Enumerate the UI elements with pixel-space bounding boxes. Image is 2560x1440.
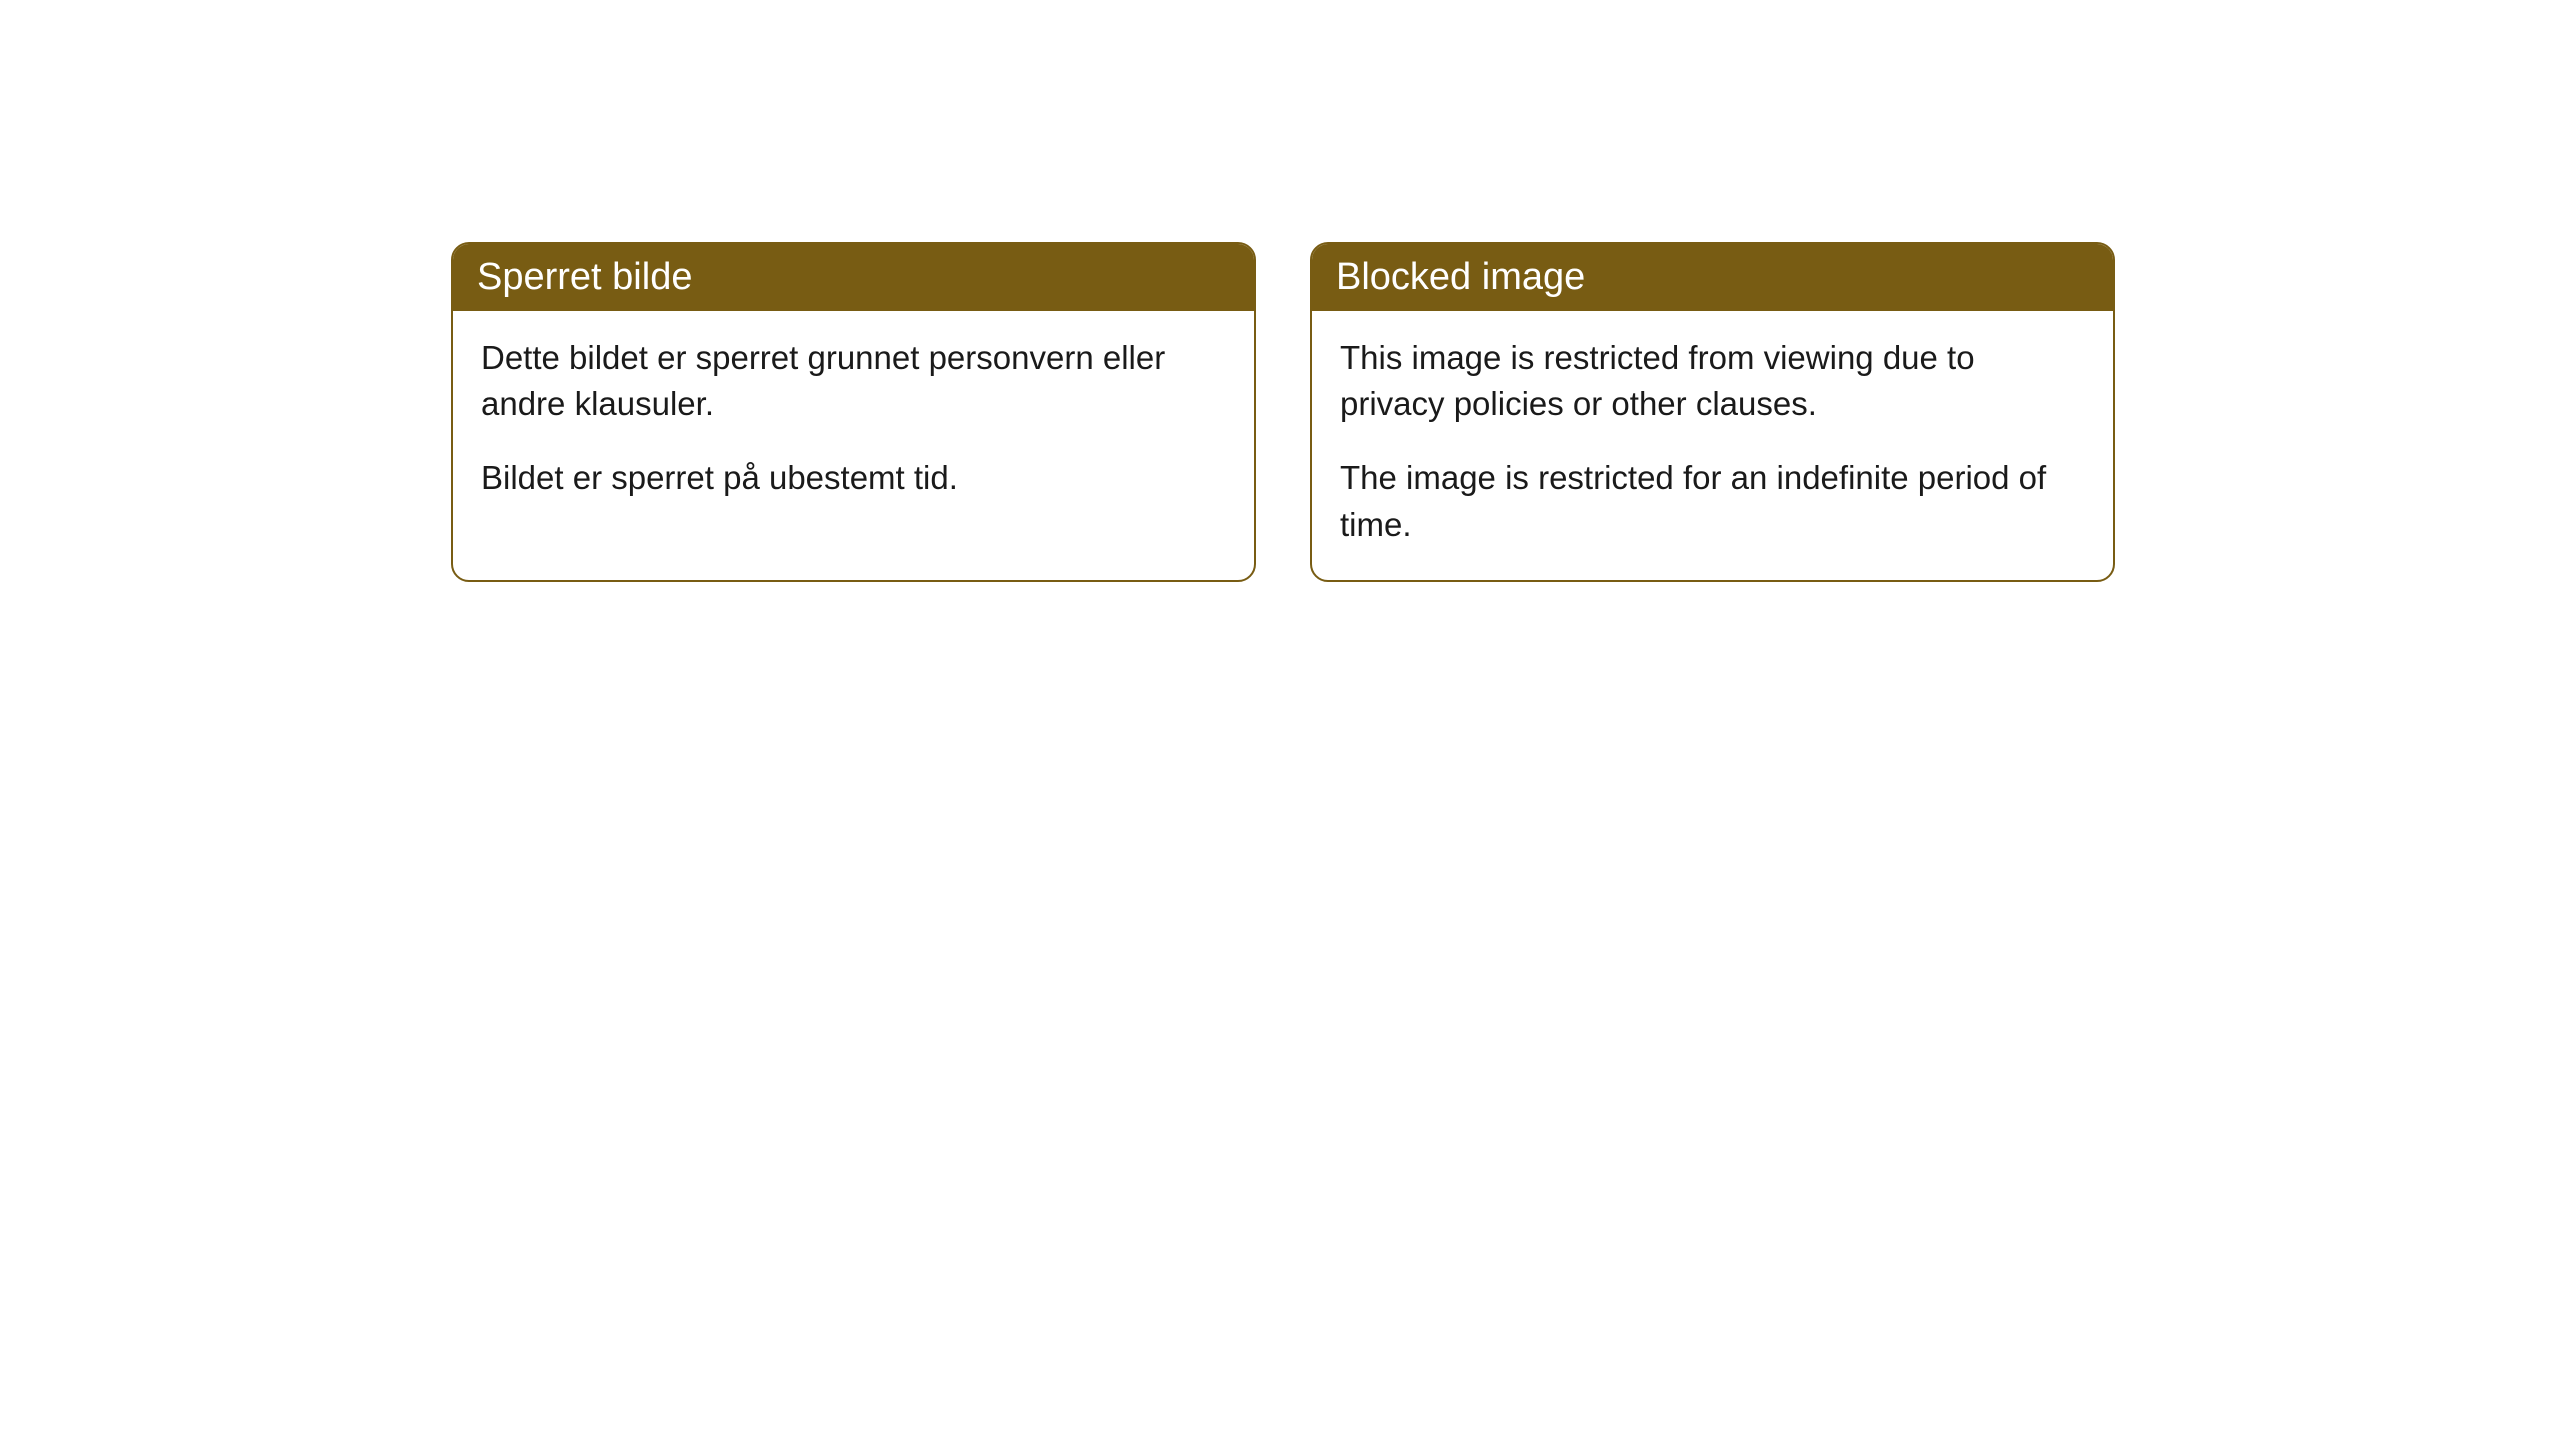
card-paragraph-1-english: This image is restricted from viewing du… xyxy=(1340,335,2085,427)
cards-container: Sperret bilde Dette bildet er sperret gr… xyxy=(0,0,2560,582)
card-title-english: Blocked image xyxy=(1336,256,1585,298)
card-header-norwegian: Sperret bilde xyxy=(453,244,1254,311)
card-paragraph-2-english: The image is restricted for an indefinit… xyxy=(1340,455,2085,547)
card-title-norwegian: Sperret bilde xyxy=(477,256,692,298)
card-body-english: This image is restricted from viewing du… xyxy=(1312,311,2113,580)
card-header-english: Blocked image xyxy=(1312,244,2113,311)
card-body-norwegian: Dette bildet er sperret grunnet personve… xyxy=(453,311,1254,534)
card-paragraph-1-norwegian: Dette bildet er sperret grunnet personve… xyxy=(481,335,1226,427)
blocked-image-card-norwegian: Sperret bilde Dette bildet er sperret gr… xyxy=(451,242,1256,582)
card-paragraph-2-norwegian: Bildet er sperret på ubestemt tid. xyxy=(481,455,1226,501)
blocked-image-card-english: Blocked image This image is restricted f… xyxy=(1310,242,2115,582)
